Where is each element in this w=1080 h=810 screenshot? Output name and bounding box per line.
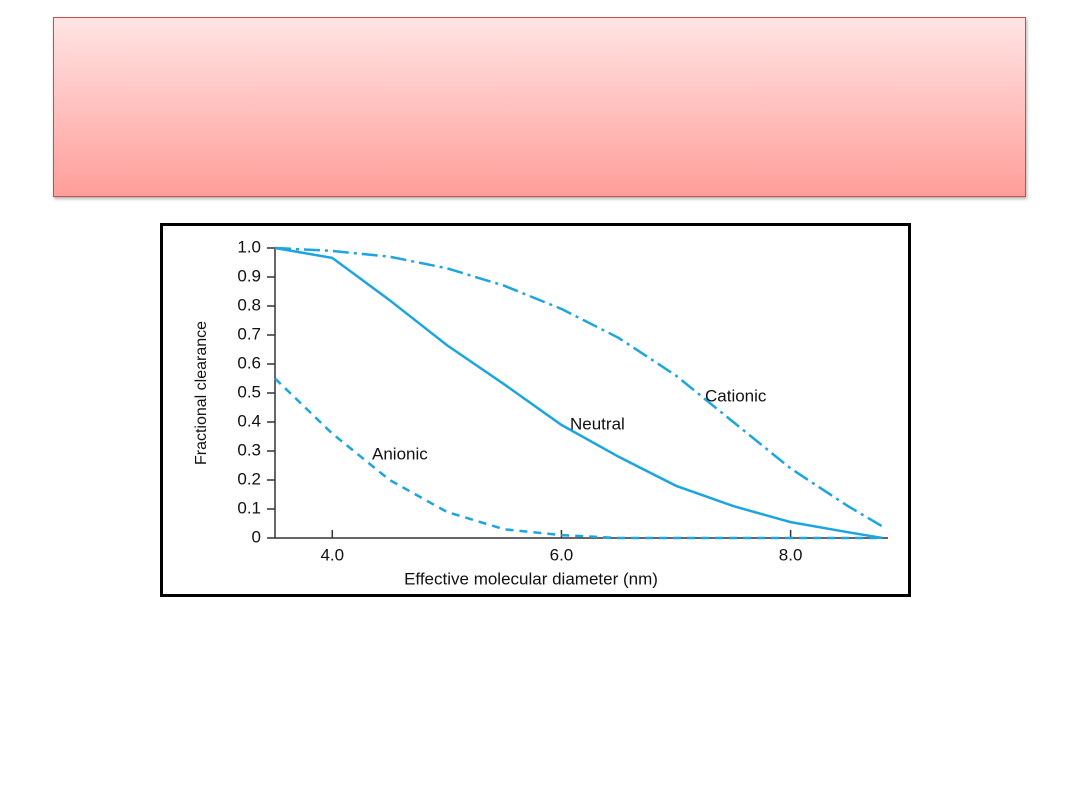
y-tick-label: 1.0	[237, 237, 261, 256]
series-line	[274, 246, 883, 528]
y-tick-label: 0.8	[237, 295, 261, 314]
x-tick-label: 8.0	[779, 545, 803, 564]
y-tick-label: 0.1	[237, 498, 261, 517]
y-tick-label: 0.7	[237, 324, 261, 343]
y-tick-label: 0.4	[237, 411, 261, 430]
x-axis-label: Effective molecular diameter (nm)	[404, 569, 658, 588]
series-label: Neutral	[570, 414, 625, 433]
y-tick-label: 0.9	[237, 266, 261, 285]
y-tick-label: 0.6	[237, 353, 261, 372]
series-line	[274, 246, 883, 540]
y-tick-label: 0	[252, 527, 261, 546]
x-tick-label: 4.0	[320, 545, 344, 564]
series-label: Anionic	[372, 444, 428, 463]
y-tick-label: 0.3	[237, 440, 261, 459]
series-line	[274, 377, 883, 540]
title-banner	[53, 17, 1026, 197]
chart-frame	[160, 223, 911, 597]
x-tick-label: 6.0	[550, 545, 574, 564]
chart: Effective molecular diameter (nm) Fracti…	[160, 223, 911, 597]
y-tick-label: 0.2	[237, 469, 261, 488]
y-axis-label: Fractional clearance	[193, 321, 210, 465]
series-label: Cationic	[705, 386, 767, 405]
y-tick-label: 0.5	[237, 382, 261, 401]
